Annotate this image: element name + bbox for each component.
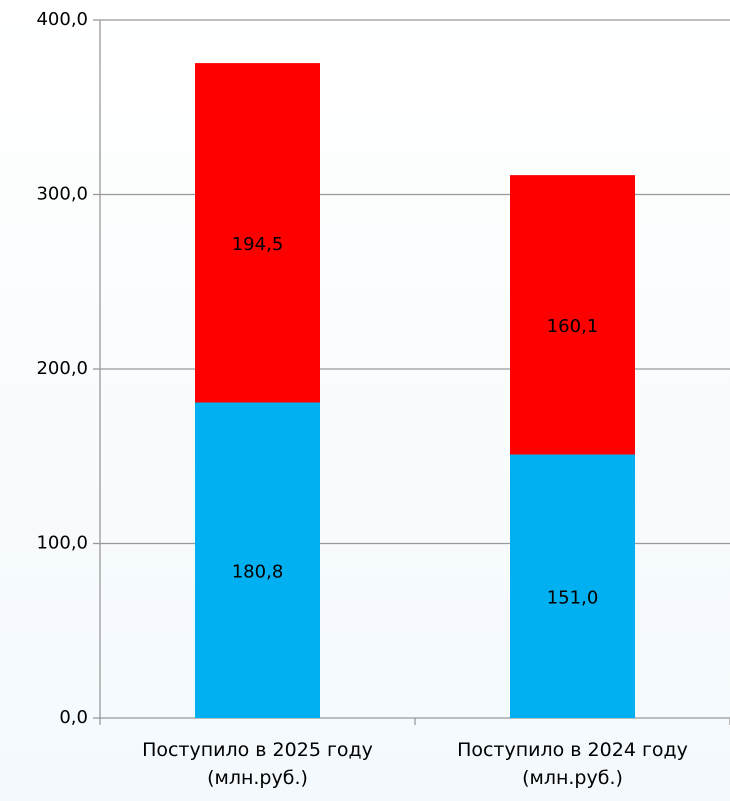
- bar-segment: [195, 402, 320, 718]
- x-tick-label: Поступило в 2025 году (млн.руб.): [142, 739, 373, 789]
- x-tick-label: Поступило в 2024 году (млн.руб.): [457, 739, 688, 789]
- y-tick-label: 400,0: [36, 9, 88, 30]
- bar-segment: [510, 454, 635, 718]
- value-label: 160,1: [547, 316, 599, 337]
- y-tick-label: 100,0: [36, 533, 88, 554]
- value-label: 180,8: [232, 561, 284, 582]
- value-label: 194,5: [232, 234, 284, 255]
- bar-segment: [510, 175, 635, 455]
- y-tick-label: 200,0: [36, 358, 88, 379]
- bar-segment: [195, 63, 320, 403]
- y-tick-label: 0,0: [59, 707, 88, 728]
- value-label: 151,0: [547, 587, 599, 608]
- y-tick-label: 300,0: [36, 184, 88, 205]
